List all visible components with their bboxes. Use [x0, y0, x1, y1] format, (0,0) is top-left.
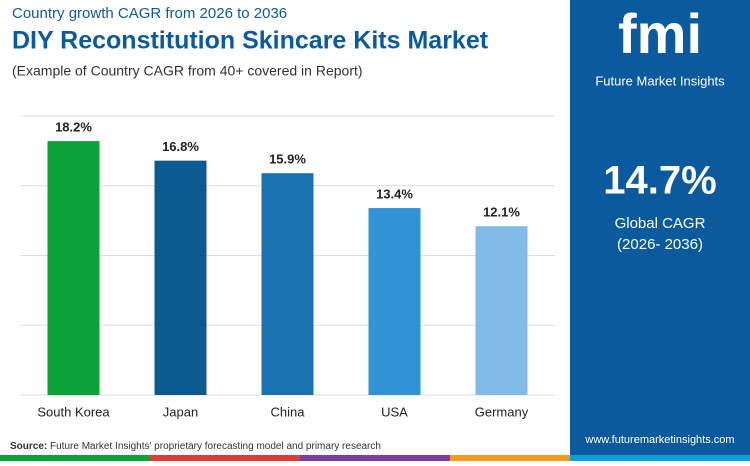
highlight-period: (2026- 2036): [617, 236, 703, 253]
x-tick-label: Japan: [163, 404, 198, 419]
chart-title: DIY Reconstitution Skincare Kits Market: [12, 27, 489, 55]
strip: [300, 455, 450, 461]
strip: [150, 455, 300, 461]
source-text: Future Market Insights' proprietary fore…: [50, 441, 381, 452]
value-label: 16.8%: [162, 139, 199, 154]
website: www.futuremarketinsights.com: [584, 434, 734, 446]
bar: [47, 141, 100, 395]
bar: [475, 226, 528, 395]
strip: [0, 455, 150, 461]
highlight-value: 14.7%: [603, 159, 716, 203]
subtitle: (Example of Country CAGR from 40+ covere…: [12, 63, 363, 79]
source: Source: Future Market Insights' propriet…: [10, 441, 381, 452]
x-tick-label: China: [271, 404, 306, 419]
side-panel: [570, 0, 750, 461]
strip: [570, 455, 750, 461]
x-tick-label: USA: [381, 404, 408, 419]
bar: [154, 160, 207, 395]
value-label: 12.1%: [483, 205, 520, 220]
bar: [368, 208, 421, 395]
x-tick-label: South Korea: [37, 404, 110, 419]
highlight-caption: Global CAGR: [615, 215, 706, 232]
strip: [450, 455, 570, 461]
value-label: 18.2%: [55, 120, 92, 135]
x-tick-label: Germany: [475, 404, 529, 419]
bar: [261, 173, 314, 395]
value-label: 13.4%: [376, 187, 413, 202]
brand-name: Future Market Insights: [595, 73, 725, 88]
source-label: Source:: [10, 441, 47, 452]
value-label: 15.9%: [269, 152, 306, 167]
logo: fmi: [618, 2, 702, 65]
supertitle: Country growth CAGR from 2026 to 2036: [12, 5, 287, 22]
